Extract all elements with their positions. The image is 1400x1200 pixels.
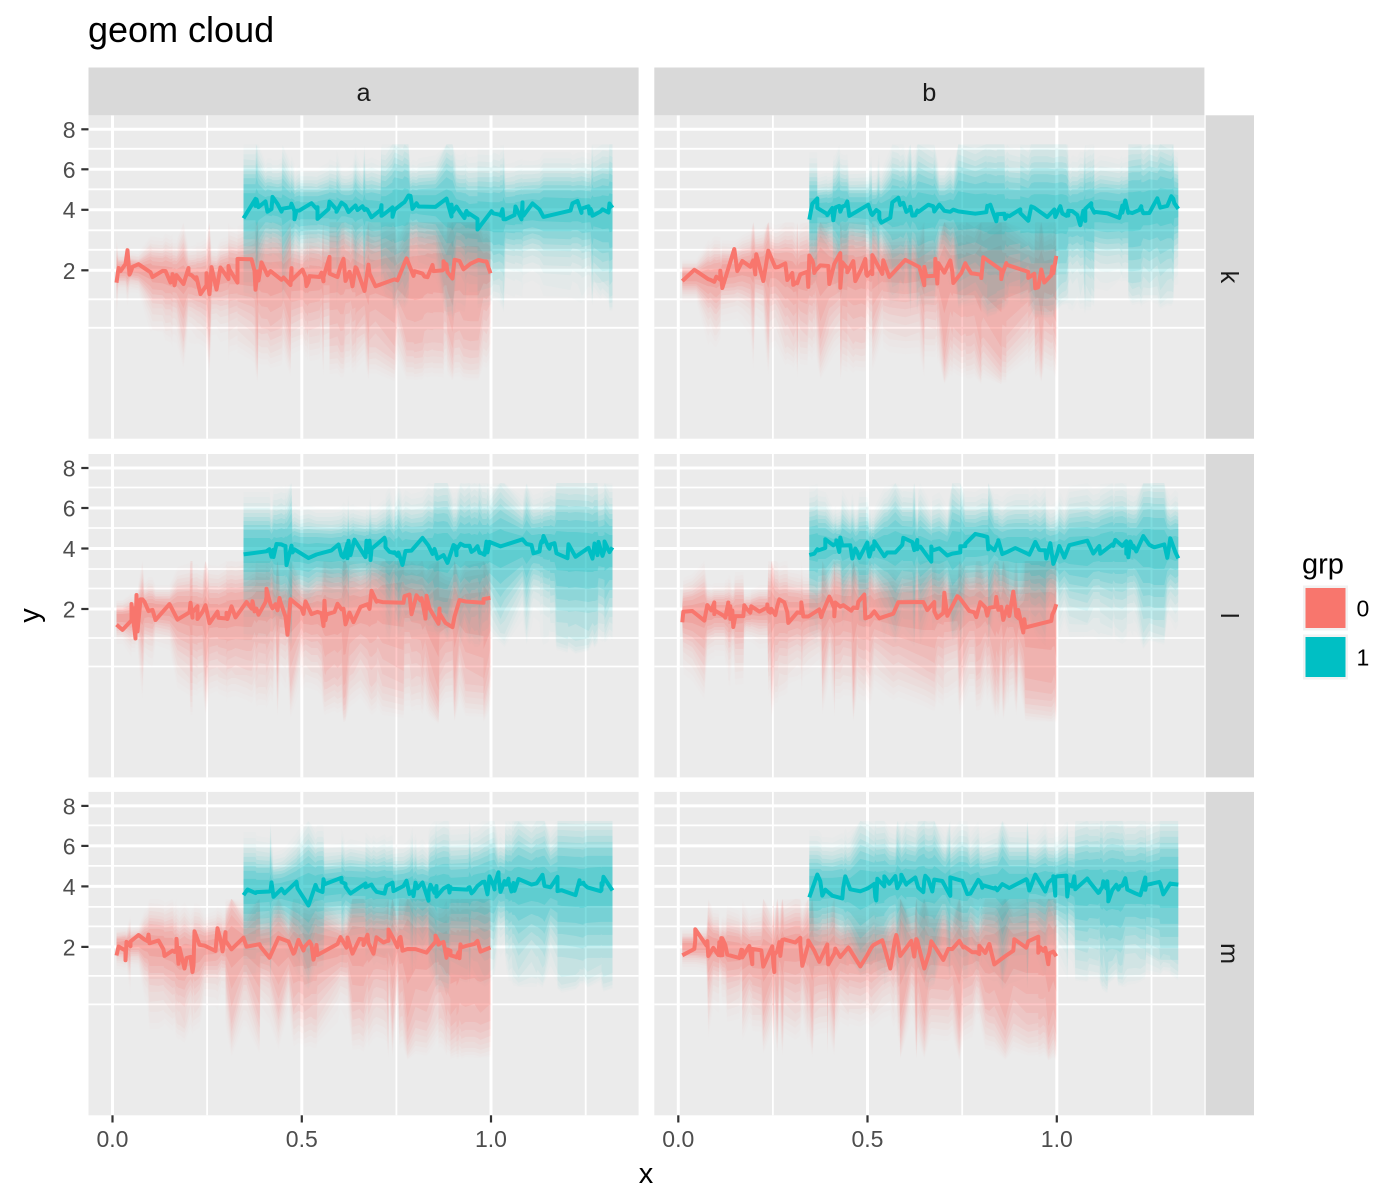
svg-text:0.5: 0.5 — [286, 1126, 318, 1152]
svg-text:0.0: 0.0 — [662, 1126, 694, 1152]
svg-text:6: 6 — [63, 496, 76, 522]
svg-text:x: x — [639, 1158, 654, 1190]
svg-text:0.5: 0.5 — [852, 1126, 884, 1152]
svg-text:4: 4 — [63, 874, 76, 900]
svg-text:1.0: 1.0 — [475, 1126, 507, 1152]
svg-text:6: 6 — [63, 157, 76, 183]
svg-text:m: m — [1215, 943, 1243, 964]
svg-text:0.0: 0.0 — [97, 1126, 129, 1152]
svg-text:1: 1 — [1357, 644, 1370, 670]
svg-text:8: 8 — [63, 455, 76, 481]
svg-text:b: b — [922, 79, 936, 107]
svg-text:y: y — [14, 608, 46, 623]
svg-text:grp: grp — [1302, 549, 1344, 581]
svg-text:a: a — [357, 79, 372, 107]
svg-text:0: 0 — [1357, 595, 1370, 621]
svg-text:8: 8 — [63, 117, 76, 143]
svg-text:2: 2 — [63, 934, 76, 960]
svg-text:4: 4 — [63, 197, 76, 223]
svg-text:8: 8 — [63, 793, 76, 819]
svg-text:k: k — [1215, 271, 1243, 284]
svg-text:1.0: 1.0 — [1041, 1126, 1073, 1152]
svg-text:6: 6 — [63, 833, 76, 859]
svg-text:4: 4 — [63, 536, 76, 562]
svg-text:2: 2 — [63, 258, 76, 284]
svg-text:2: 2 — [63, 597, 76, 623]
svg-text:geom cloud: geom cloud — [88, 9, 274, 50]
svg-text:l: l — [1215, 613, 1243, 619]
